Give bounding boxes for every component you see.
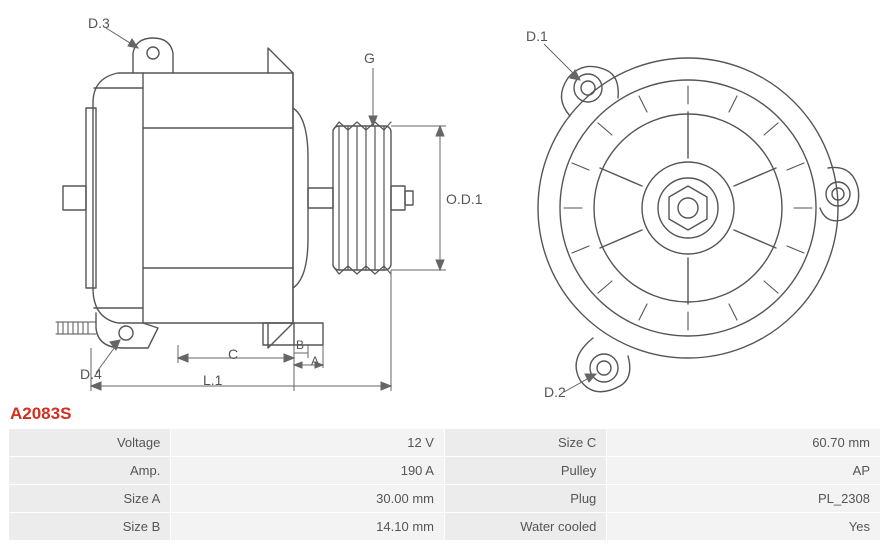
label-d2: D.2 [544, 384, 566, 400]
table-row: Size A 30.00 mm Plug PL_2308 [9, 485, 881, 513]
spec-label: Size A [9, 485, 171, 513]
spec-value: 60.70 mm [607, 429, 881, 457]
spec-value: 190 A [171, 457, 445, 485]
label-d3: D.3 [88, 15, 110, 31]
spec-label: Water cooled [444, 513, 606, 541]
spec-table-body: Voltage 12 V Size C 60.70 mm Amp. 190 A … [9, 429, 881, 541]
spec-label: Plug [444, 485, 606, 513]
spec-label: Voltage [9, 429, 171, 457]
side-view-drawing: D.3 D.4 G O.D.1 C B A L.1 [8, 8, 468, 398]
spec-label: Size C [444, 429, 606, 457]
spec-label: Size B [9, 513, 171, 541]
spec-value: Yes [607, 513, 881, 541]
label-d1: D.1 [526, 28, 548, 44]
label-l1: L.1 [203, 372, 222, 388]
table-row: Amp. 190 A Pulley AP [9, 457, 881, 485]
spec-value: AP [607, 457, 881, 485]
spec-value: 12 V [171, 429, 445, 457]
spec-label: Pulley [444, 457, 606, 485]
spec-value: 30.00 mm [171, 485, 445, 513]
table-row: Voltage 12 V Size C 60.70 mm [9, 429, 881, 457]
spec-value: PL_2308 [607, 485, 881, 513]
label-c: C [228, 346, 238, 362]
table-row: Size B 14.10 mm Water cooled Yes [9, 513, 881, 541]
front-view-drawing: D.1 D.2 [508, 8, 868, 398]
label-d4: D.4 [80, 366, 102, 382]
label-b: B [296, 338, 304, 352]
technical-drawings: D.3 D.4 G O.D.1 C B A L.1 [8, 8, 881, 398]
spec-label: Amp. [9, 457, 171, 485]
label-a: A [311, 354, 319, 368]
spec-value: 14.10 mm [171, 513, 445, 541]
spec-table: Voltage 12 V Size C 60.70 mm Amp. 190 A … [8, 428, 881, 541]
part-number: A2083S [10, 404, 881, 424]
label-od1: O.D.1 [446, 191, 483, 207]
label-g: G [364, 50, 375, 66]
